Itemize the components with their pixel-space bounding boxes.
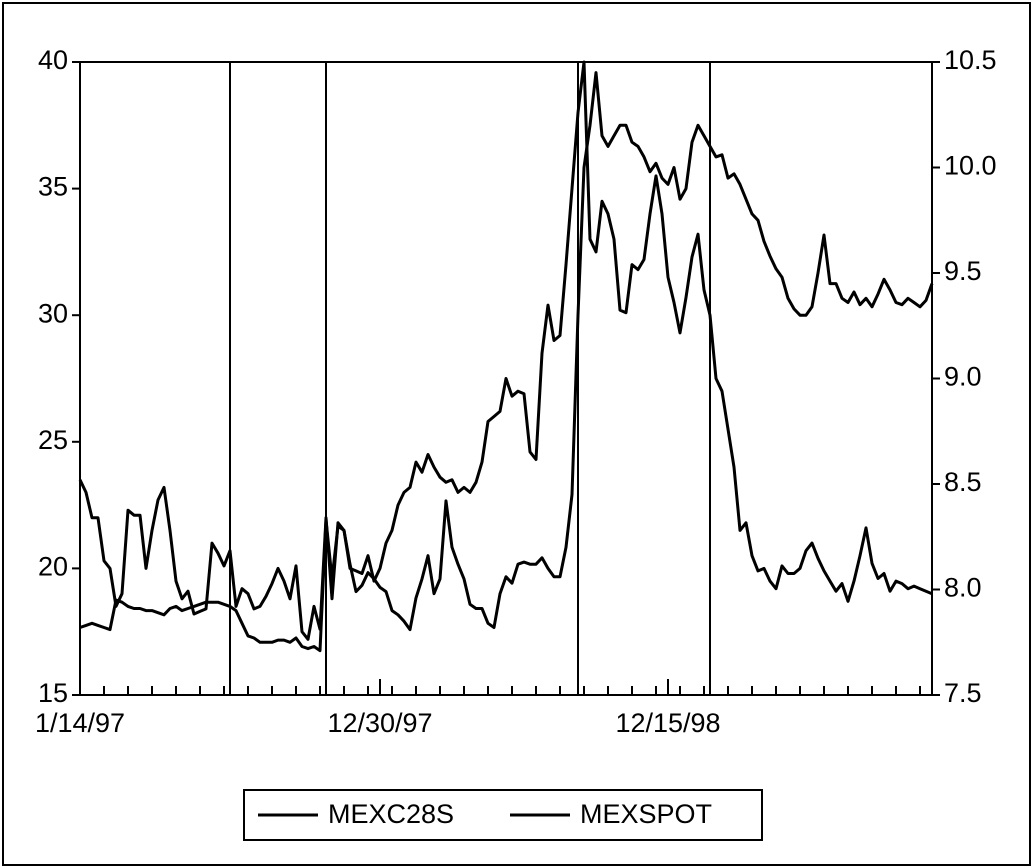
y-tick-label: 30 (38, 298, 68, 328)
x-tick-label: 12/15/98 (615, 708, 720, 738)
y-tick-label: 40 (38, 45, 68, 75)
series-line (79, 71, 934, 653)
y2-tick-label: 9.5 (944, 256, 982, 286)
x-tick-label: 12/30/97 (327, 708, 432, 738)
y-tick-label: 20 (38, 552, 68, 582)
y2-tick-label: 9.0 (944, 362, 982, 392)
legend-box (243, 789, 763, 841)
y2-tick-label: 10.5 (944, 45, 997, 75)
legend-label: MEXSPOT (580, 799, 712, 829)
y-tick-label: 35 (38, 172, 68, 202)
y2-tick-label: 7.5 (944, 678, 982, 708)
x-tick-label: 1/14/97 (35, 708, 125, 738)
y2-tick-label: 8.5 (944, 467, 982, 497)
series-line (78, 60, 933, 641)
y2-tick-label: 8.0 (944, 573, 982, 603)
y-tick-label: 25 (38, 425, 68, 455)
legend-label: MEXC28S (328, 799, 454, 829)
y-tick-label: 15 (38, 678, 68, 708)
y2-tick-label: 10.0 (944, 151, 997, 181)
